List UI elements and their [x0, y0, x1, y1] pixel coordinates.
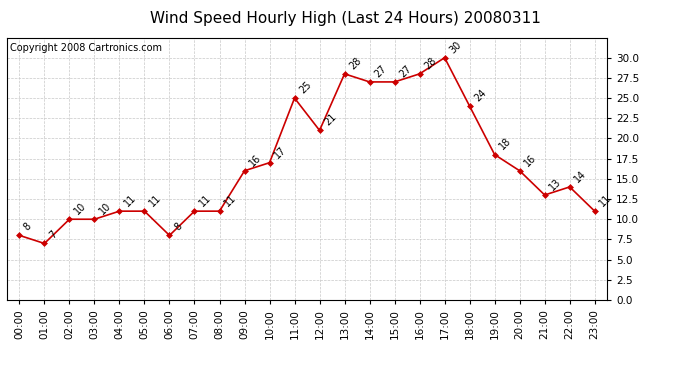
Text: 11: 11: [598, 193, 613, 208]
Text: 7: 7: [47, 229, 59, 241]
Text: 8: 8: [172, 221, 184, 232]
Text: Copyright 2008 Cartronics.com: Copyright 2008 Cartronics.com: [10, 43, 162, 53]
Text: 18: 18: [497, 136, 513, 152]
Text: Wind Speed Hourly High (Last 24 Hours) 20080311: Wind Speed Hourly High (Last 24 Hours) 2…: [150, 11, 540, 26]
Text: 16: 16: [522, 152, 538, 168]
Text: 11: 11: [147, 193, 163, 208]
Text: 24: 24: [473, 87, 489, 104]
Text: 11: 11: [222, 193, 238, 208]
Text: 14: 14: [573, 168, 588, 184]
Text: 11: 11: [197, 193, 213, 208]
Text: 25: 25: [297, 80, 313, 95]
Text: 13: 13: [547, 177, 563, 192]
Text: 27: 27: [373, 63, 388, 79]
Text: 28: 28: [422, 55, 438, 71]
Text: 30: 30: [447, 39, 463, 55]
Text: 17: 17: [273, 144, 288, 160]
Text: 27: 27: [397, 63, 413, 79]
Text: 28: 28: [347, 55, 363, 71]
Text: 10: 10: [97, 201, 113, 216]
Text: 8: 8: [22, 221, 34, 232]
Text: 10: 10: [72, 201, 88, 216]
Text: 21: 21: [322, 112, 338, 128]
Text: 16: 16: [247, 152, 263, 168]
Text: 11: 11: [122, 193, 138, 208]
